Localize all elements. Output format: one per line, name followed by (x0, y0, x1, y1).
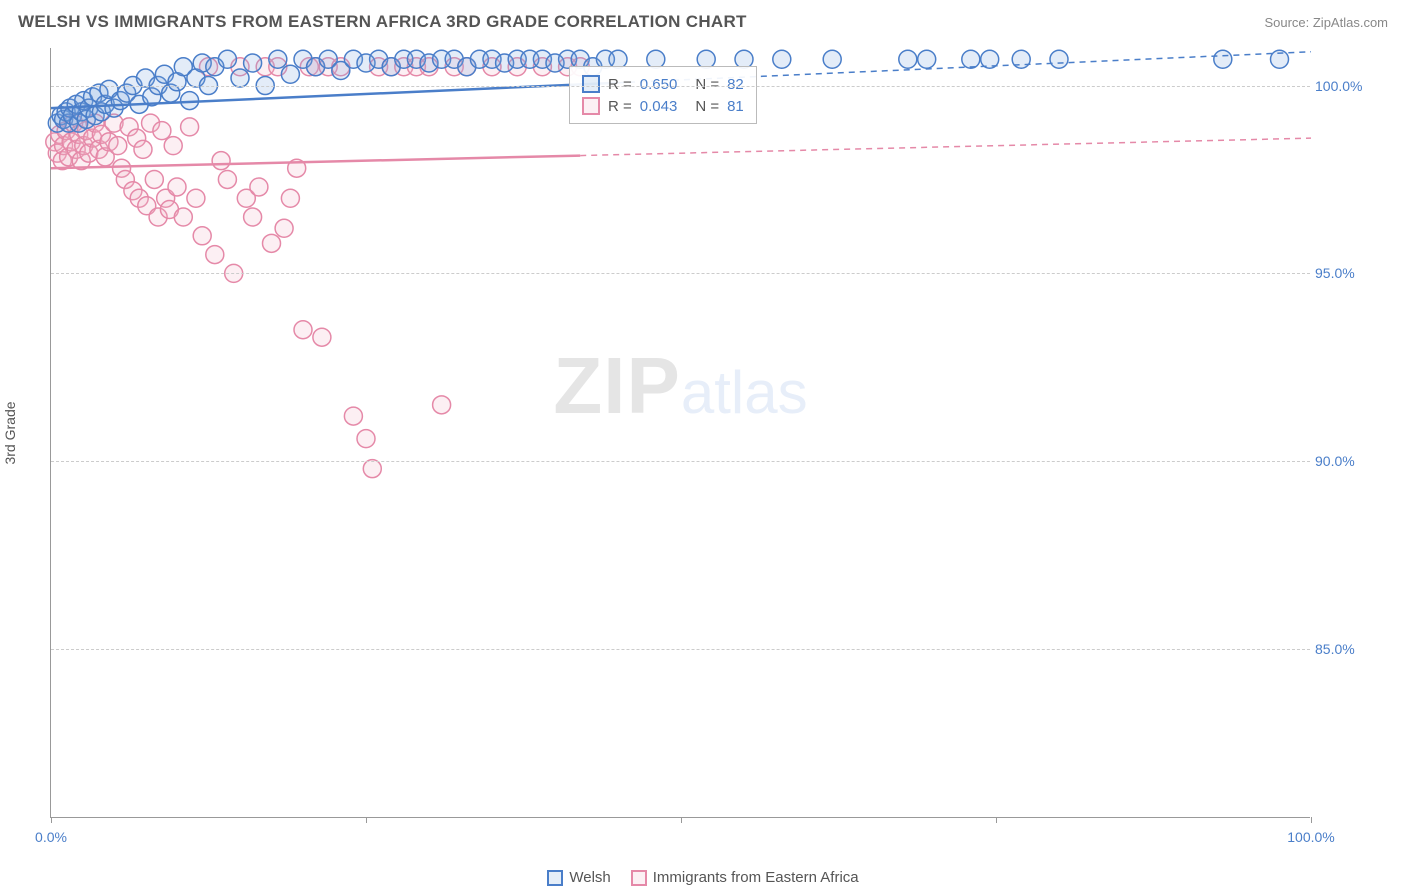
bottom-legend-label: Welsh (569, 869, 610, 886)
data-point (962, 50, 980, 68)
data-point (145, 170, 163, 188)
data-point (218, 170, 236, 188)
stat-n-label: N = (695, 76, 719, 93)
data-point (357, 430, 375, 448)
y-tick-label: 95.0% (1315, 265, 1370, 281)
legend-swatch (547, 870, 563, 886)
y-tick-label: 90.0% (1315, 453, 1370, 469)
data-point (918, 50, 936, 68)
data-point (344, 407, 362, 425)
chart-title: WELSH VS IMMIGRANTS FROM EASTERN AFRICA … (18, 12, 747, 32)
data-point (244, 54, 262, 72)
stats-legend-row: R = 0.043 N = 81 (582, 95, 744, 117)
stat-r-value: 0.043 (640, 98, 678, 115)
source-label: Source: ZipAtlas.com (1264, 15, 1388, 30)
legend-swatch (631, 870, 647, 886)
data-point (281, 189, 299, 207)
gridline (51, 86, 1310, 87)
data-point (263, 234, 281, 252)
data-point (193, 227, 211, 245)
stats-legend-box: R = 0.650 N = 82 R = 0.043 N = 81 (569, 66, 757, 124)
data-point (134, 140, 152, 158)
data-point (899, 50, 917, 68)
legend-swatch (582, 75, 600, 93)
data-point (294, 321, 312, 339)
data-point (281, 65, 299, 83)
bottom-legend-item: Welsh (547, 869, 610, 886)
x-tick (366, 817, 367, 823)
bottom-legend-label: Immigrants from Eastern Africa (653, 869, 859, 886)
data-point (218, 50, 236, 68)
stats-legend-row: R = 0.650 N = 82 (582, 73, 744, 95)
legend-swatch (582, 97, 600, 115)
data-point (823, 50, 841, 68)
chart-container: 3rd Grade ZIP atlas R = 0.650N = 82R = 0… (50, 48, 1360, 818)
data-point (773, 50, 791, 68)
bottom-legend: Welsh Immigrants from Eastern Africa (0, 869, 1406, 886)
gridline (51, 273, 1310, 274)
trend-line-dashed (580, 138, 1311, 155)
x-tick (1311, 817, 1312, 823)
stat-n-label: N = (695, 98, 719, 115)
header: WELSH VS IMMIGRANTS FROM EASTERN AFRICA … (18, 12, 1388, 32)
y-tick-label: 85.0% (1315, 641, 1370, 657)
data-point (168, 178, 186, 196)
data-point (206, 246, 224, 264)
x-tick (51, 817, 52, 823)
data-point (244, 208, 262, 226)
data-point (212, 152, 230, 170)
data-point (250, 178, 268, 196)
data-point (231, 69, 249, 87)
data-point (313, 328, 331, 346)
data-point (363, 460, 381, 478)
data-point (174, 208, 192, 226)
plot-area: ZIP atlas R = 0.650N = 82R = 0.043N = 81… (50, 48, 1310, 818)
data-point (181, 118, 199, 136)
y-axis-label: 3rd Grade (2, 401, 18, 464)
scatter-plot-svg (51, 48, 1311, 818)
x-tick-label: 100.0% (1287, 829, 1334, 845)
stat-n-value: 82 (727, 76, 744, 93)
x-tick-label: 0.0% (35, 829, 67, 845)
data-point (433, 396, 451, 414)
data-point (275, 219, 293, 237)
stat-r-label: R = (608, 98, 632, 115)
x-tick (681, 817, 682, 823)
x-tick (996, 817, 997, 823)
stat-n-value: 81 (727, 98, 744, 115)
trend-line-solid (51, 156, 580, 169)
gridline (51, 461, 1310, 462)
data-point (109, 137, 127, 155)
data-point (187, 189, 205, 207)
data-point (153, 122, 171, 140)
data-point (269, 50, 287, 68)
data-point (1050, 50, 1068, 68)
bottom-legend-item: Immigrants from Eastern Africa (631, 869, 859, 886)
data-point (164, 137, 182, 155)
stat-r-label: R = (608, 76, 632, 93)
y-tick-label: 100.0% (1315, 78, 1370, 94)
stat-r-value: 0.650 (640, 76, 678, 93)
data-point (1214, 50, 1232, 68)
gridline (51, 649, 1310, 650)
